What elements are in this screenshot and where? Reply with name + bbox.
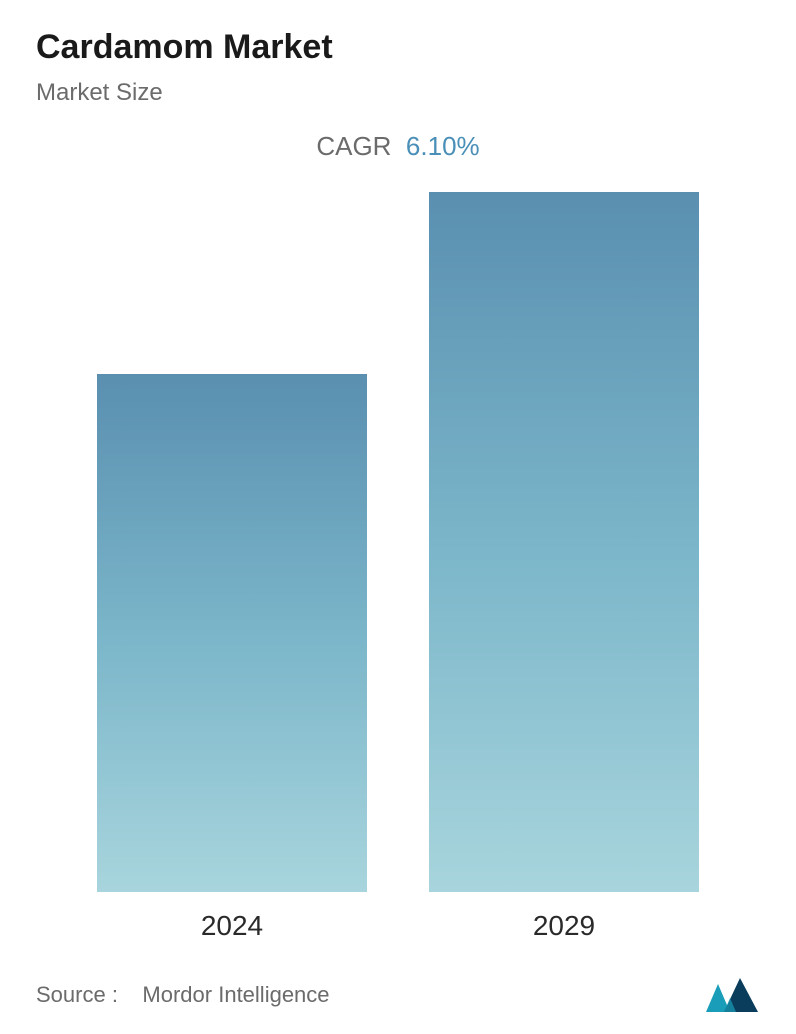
chart-title: Cardamom Market	[36, 28, 760, 67]
cagr-value: 6.10%	[406, 131, 480, 161]
xlabel-2029: 2029	[429, 910, 699, 942]
cagr-label: CAGR	[316, 131, 391, 161]
chart-subtitle: Market Size	[36, 79, 760, 107]
source-name: Mordor Intelligence	[142, 982, 329, 1007]
chart-area	[36, 182, 760, 892]
source-label: Source :	[36, 982, 118, 1007]
xlabel-2024: 2024	[97, 910, 367, 942]
bar-2024	[97, 374, 367, 892]
footer: Source : Mordor Intelligence	[36, 976, 760, 1014]
source-text: Source : Mordor Intelligence	[36, 982, 330, 1008]
bar-wrapper-2024	[97, 374, 367, 892]
mordor-logo-icon	[704, 976, 760, 1014]
bar-2029	[429, 192, 699, 892]
cagr-row: CAGR 6.10%	[36, 131, 760, 162]
x-axis: 2024 2029	[36, 910, 760, 942]
bar-wrapper-2029	[429, 192, 699, 892]
